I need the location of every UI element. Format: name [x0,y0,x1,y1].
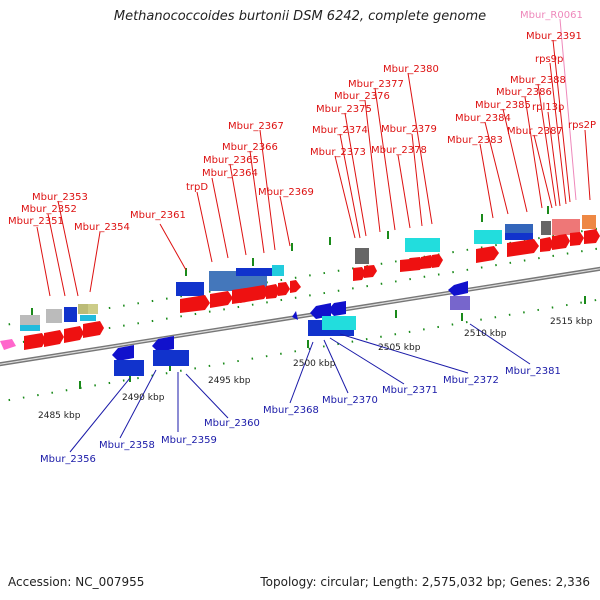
reverse-domain-boxes [114,296,470,376]
gene-label-reverse[interactable]: Mbur_2371 [382,385,438,396]
gene-label-forward[interactable]: Mbur_2373 [310,147,366,158]
gene-label-forward[interactable]: Mbur_2365 [203,155,259,166]
gene-label-forward[interactable]: Mbur_2383 [447,135,503,146]
forward-leader-lines [36,39,591,297]
gene-label-forward[interactable]: Mbur_2353 [32,192,88,203]
backbone-line-inner [0,268,600,365]
reverse-gene-arrows [112,281,468,361]
gene-label-forward[interactable]: rpl13p [532,102,564,113]
gene-label-forward[interactable]: Mbur_2387 [507,126,563,137]
gene-label-forward[interactable]: rps9p [535,54,563,65]
gene-label-forward[interactable]: Mbur_2369 [258,187,314,198]
gene-label-forward[interactable]: Mbur_2378 [371,145,427,156]
genome-backbone [0,266,600,367]
scale-label-2510: 2510 kbp [464,329,507,339]
gene-label-forward[interactable]: Mbur_2352 [21,204,77,215]
scale-label-2490: 2490 kbp [122,393,165,403]
reverse-leader-lines [69,323,531,453]
scale-label-2495: 2495 kbp [208,376,251,386]
gene-label-forward[interactable]: rps2P [568,120,596,131]
scale-label-2485: 2485 kbp [38,411,81,421]
gene-label-forward[interactable]: Mbur_2366 [222,142,278,153]
gene-label-forward[interactable]: Mbur_2375 [316,104,372,115]
gene-label-forward[interactable]: Mbur_2385 [475,100,531,111]
gene-label-reverse[interactable]: Mbur_2356 [40,454,96,465]
gene-label-forward[interactable]: Mbur_2354 [74,222,130,233]
scale-label-2515: 2515 kbp [550,317,593,327]
highlight-leader-line [559,18,577,201]
scale-label-2505: 2505 kbp [378,343,421,353]
gene-label-forward[interactable]: Mbur_2379 [381,124,437,135]
gene-label-forward[interactable]: Mbur_2361 [130,210,186,221]
gene-label-reverse[interactable]: Mbur_2358 [99,440,155,451]
gene-label-reverse[interactable]: Mbur_2368 [263,405,319,416]
map-title: Methanococcoides burtonii DSM 6242, comp… [113,9,487,24]
scale-label-2500: 2500 kbp [293,359,336,369]
gene-label-forward[interactable]: Mbur_2351 [8,216,64,227]
gene-label-forward[interactable]: Mbur_2384 [455,113,511,124]
gene-label-forward[interactable]: Mbur_2380 [383,64,439,75]
gene-label-forward[interactable]: trpD [186,182,208,193]
accession-text: Accession: NC_007955 [8,575,145,589]
gene-label-forward[interactable]: Mbur_2376 [334,91,390,102]
gene-label-reverse[interactable]: Mbur_2372 [443,375,499,386]
gene-label-forward[interactable]: Mbur_2391 [526,31,582,42]
gene-label-forward[interactable]: Mbur_2386 [496,87,552,98]
gene-label-highlight[interactable]: Mbur_R0061 [520,10,583,21]
gene-label-reverse[interactable]: Mbur_2359 [161,435,217,446]
gene-label-forward[interactable]: Mbur_2367 [228,121,284,132]
gene-label-reverse[interactable]: Mbur_2381 [505,366,561,377]
forward-domain-boxes [20,215,596,331]
genome-summary-text: Topology: circular; Length: 2,575,032 bp… [260,575,590,589]
gene-label-forward[interactable]: Mbur_2388 [510,75,566,86]
gene-label-reverse[interactable]: Mbur_2360 [204,418,260,429]
gene-label-forward[interactable]: Mbur_2377 [348,79,404,90]
tick-marks-major [31,206,586,389]
forward-gene-arrows [0,229,600,350]
gene-label-reverse[interactable]: Mbur_2370 [322,395,378,406]
gene-label-forward[interactable]: Mbur_2364 [202,168,258,179]
gene-label-forward[interactable]: Mbur_2374 [312,125,368,136]
